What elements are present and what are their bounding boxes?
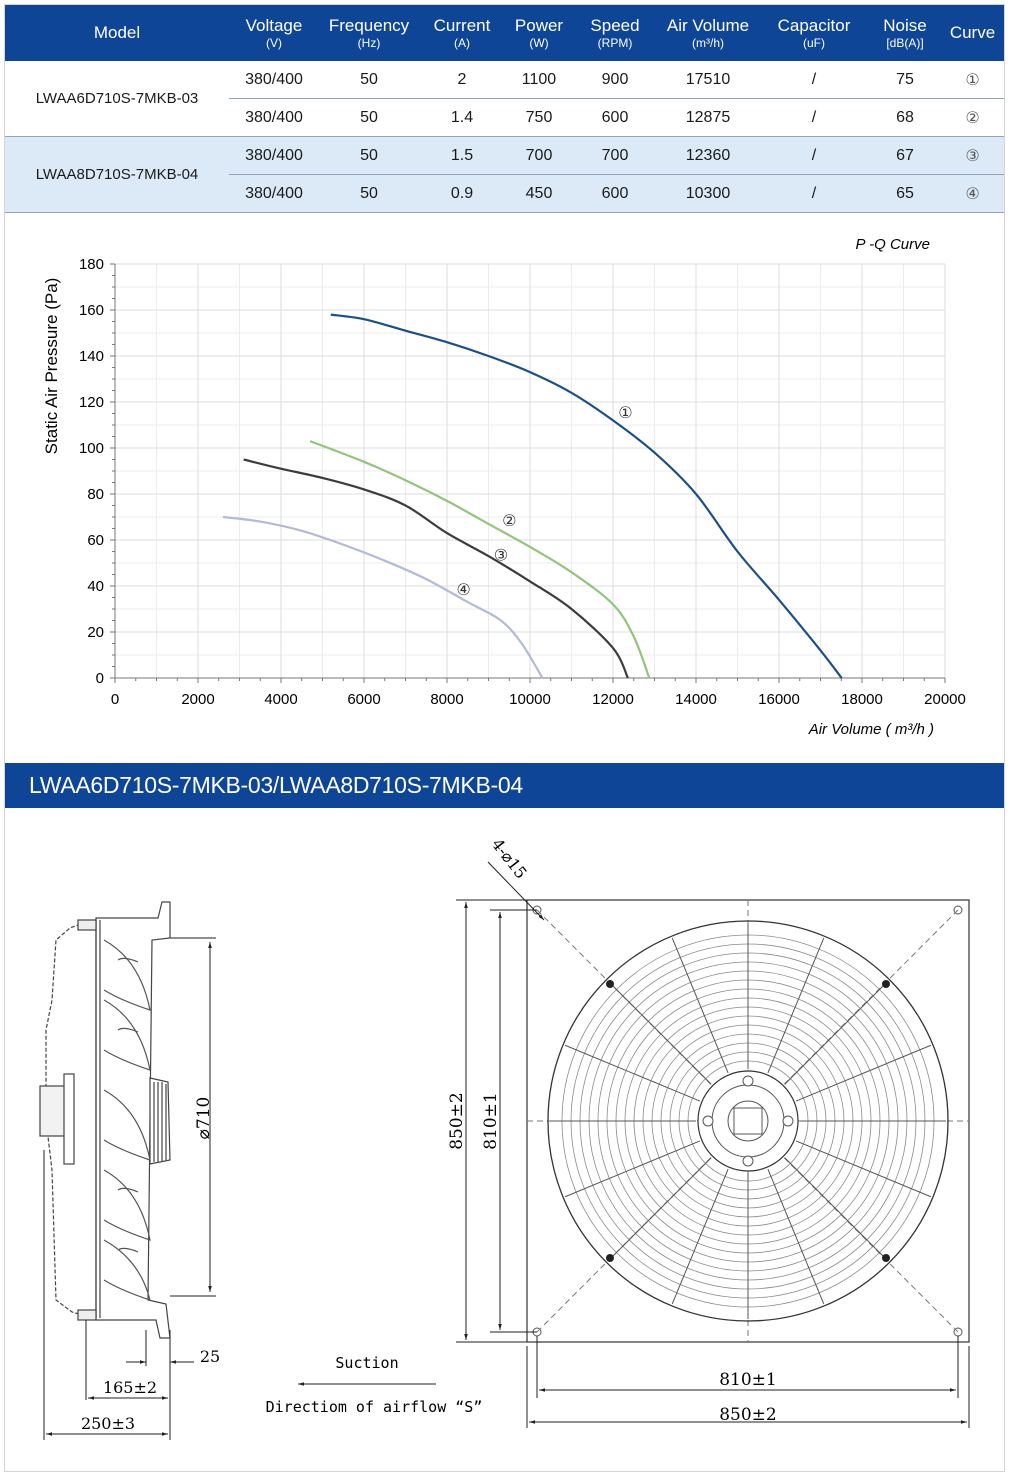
frequency-cell: 50 — [319, 136, 419, 175]
y-tick-label: 60 — [87, 532, 104, 549]
y-tick-label: 160 — [79, 302, 104, 319]
voltage-cell: 380/400 — [229, 98, 319, 137]
model-band: LWAA6D710S-7MKB-03/LWAA8D710S-7MKB-04 — [5, 763, 1004, 808]
series-line-1 — [330, 313, 843, 679]
x-axis-label: Air Volume ( m³/h ) — [808, 721, 934, 738]
chart-series: ① ② ③ ④ — [222, 313, 843, 679]
noise-cell: 65 — [869, 174, 941, 213]
capacitor-cell: / — [759, 136, 869, 175]
x-tick-label: 6000 — [347, 691, 380, 708]
voltage-cell: 380/400 — [229, 174, 319, 213]
x-tick-label: 18000 — [841, 691, 883, 708]
speed-cell: 900 — [573, 61, 657, 99]
air-volume-cell: 12875 — [657, 98, 759, 137]
drawing-title: LWAA6D710S-7MKB-03/LWAA8D710S-7MKB-04 — [29, 772, 523, 798]
y-tick-label: 100 — [79, 440, 104, 457]
x-tick-label: 8000 — [430, 691, 463, 708]
current-cell: 1.5 — [419, 136, 505, 175]
current-cell: 2 — [419, 61, 505, 99]
curve-cell: ④ — [941, 174, 1004, 213]
header-frequency: Frequency (Hz) — [319, 5, 419, 61]
header-air-volume: Air Volume (m³/h) — [657, 5, 759, 61]
x-tick-label: 10000 — [509, 691, 551, 708]
chart-title: P -Q Curve — [856, 236, 930, 253]
header-capacitor: Capacitor (uF) — [759, 5, 869, 61]
series-line-3 — [243, 458, 629, 679]
series-label-2: ② — [502, 511, 516, 530]
pq-chart: 0 2000 4000 6000 8000 10000 12000 14000 16000 180… — [42, 236, 966, 738]
y-tick-label: 20 — [87, 624, 104, 641]
power-cell: 450 — [505, 174, 573, 213]
capacitor-cell: / — [759, 98, 869, 137]
y-tick-label: 0 — [96, 670, 104, 687]
series-label-1: ① — [618, 403, 632, 422]
power-cell: 1100 — [505, 61, 573, 99]
frequency-cell: 50 — [319, 61, 419, 99]
curve-cell: ② — [941, 98, 1004, 137]
header-power: Power (W) — [505, 5, 573, 61]
frequency-cell: 50 — [319, 174, 419, 213]
air-volume-cell: 17510 — [657, 61, 759, 99]
table-header-row: Model Voltage (V) Frequency (Hz) Current (A… — [5, 5, 1004, 61]
voltage-cell: 380/400 — [229, 136, 319, 175]
y-tick-label: 140 — [79, 348, 104, 365]
speed-cell: 600 — [573, 98, 657, 137]
series-label-3: ③ — [494, 546, 508, 565]
x-tick-label: 20000 — [924, 691, 966, 708]
y-tick-label: 80 — [87, 486, 104, 503]
header-speed: Speed (RPM) — [573, 5, 657, 61]
header-current: Current (A) — [419, 5, 505, 61]
y-tick-label: 180 — [79, 256, 104, 273]
header-noise: Noise [dB(A)] — [869, 5, 941, 61]
y-tick-labels: 0 20 40 60 80 100 120 140 160 180 — [79, 256, 104, 687]
y-axis-label: Static Air Pressure (Pa) — [42, 278, 61, 455]
speed-cell: 700 — [573, 136, 657, 175]
y-tick-label: 40 — [87, 578, 104, 595]
capacitor-cell: / — [759, 61, 869, 99]
header-curve: Curve — [941, 5, 1004, 61]
frequency-cell: 50 — [319, 98, 419, 137]
x-tick-label: 2000 — [181, 691, 214, 708]
table-row: LWAA6D710S-7MKB-03 380/400 50 2 1100 900… — [5, 61, 1004, 137]
x-tick-labels: 0 2000 4000 6000 8000 10000 12000 14000 16000 180… — [111, 691, 966, 708]
table-row: LWAA8D710S-7MKB-04 380/400 50 1.5 700 70… — [5, 136, 1004, 213]
header-model: Model — [5, 5, 229, 61]
table-row: 380/400 50 0.9 450 600 10300 / 65 ④ — [5, 174, 1004, 213]
power-cell: 750 — [505, 98, 573, 137]
series-line-2 — [309, 440, 651, 679]
x-tick-label: 14000 — [675, 691, 717, 708]
header-voltage: Voltage (V) — [229, 5, 319, 61]
air-volume-cell: 12360 — [657, 136, 759, 175]
series-label-4: ④ — [456, 580, 470, 599]
series-line-4 — [222, 515, 544, 679]
model-cell: LWAA8D710S-7MKB-04 — [5, 136, 229, 213]
power-cell: 700 — [505, 136, 573, 175]
noise-cell: 68 — [869, 98, 941, 137]
current-cell: 1.4 — [419, 98, 505, 137]
chart-axes — [110, 263, 946, 683]
x-tick-label: 4000 — [264, 691, 297, 708]
x-tick-label: 16000 — [758, 691, 800, 708]
y-tick-label: 120 — [79, 394, 104, 411]
page-frame — [4, 4, 1005, 1472]
air-volume-cell: 10300 — [657, 174, 759, 213]
x-tick-label: 12000 — [592, 691, 634, 708]
curve-cell: ① — [941, 61, 1004, 99]
x-tick-label: 0 — [111, 691, 119, 708]
speed-cell: 600 — [573, 174, 657, 213]
table-row: 380/400 50 1.4 750 600 12875 / 68 ② — [5, 98, 1004, 137]
current-cell: 0.9 — [419, 174, 505, 213]
curve-cell: ③ — [941, 136, 1004, 175]
spec-table: Model Voltage (V) Frequency (Hz) Current (A… — [5, 5, 1004, 213]
voltage-cell: 380/400 — [229, 61, 319, 99]
noise-cell: 75 — [869, 61, 941, 99]
noise-cell: 67 — [869, 136, 941, 175]
capacitor-cell: / — [759, 174, 869, 213]
model-cell: LWAA6D710S-7MKB-03 — [5, 61, 229, 137]
